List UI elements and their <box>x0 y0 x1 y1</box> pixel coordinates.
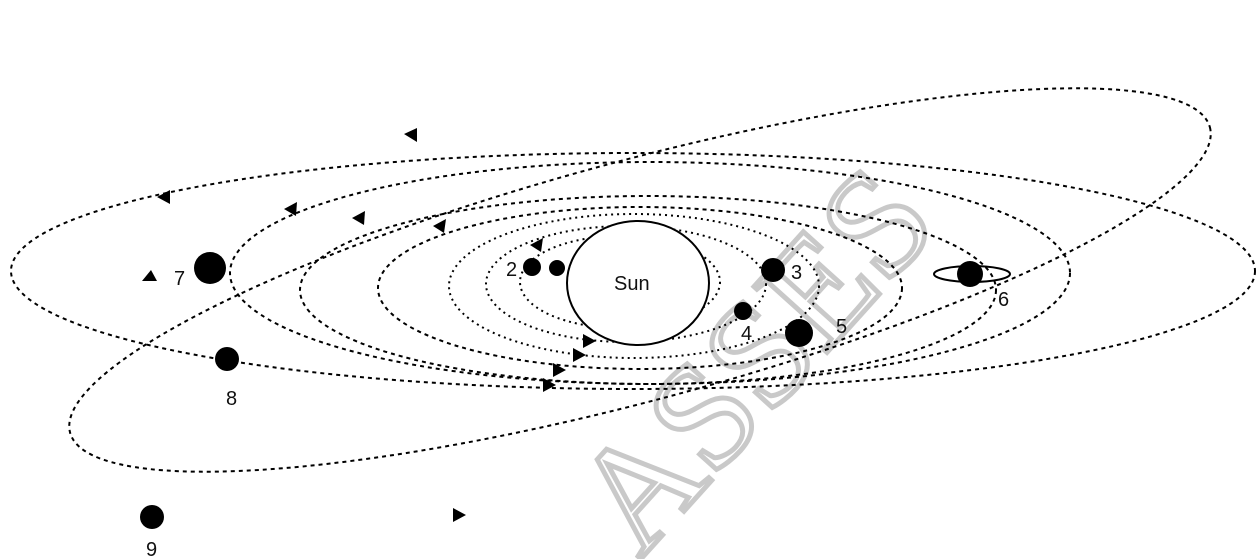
label-planet-6: 6 <box>998 289 1009 311</box>
arrow-right <box>553 363 566 377</box>
orbit-3 <box>448 213 820 359</box>
orbit-4 <box>377 206 903 370</box>
planet-7 <box>194 252 226 284</box>
arrow-left <box>530 238 543 252</box>
arrow-left <box>404 128 417 142</box>
planet-5 <box>785 319 813 347</box>
arrow-left <box>284 202 297 216</box>
arrow-right <box>583 334 596 348</box>
arrow-down-left <box>142 270 157 281</box>
arrow-left <box>157 190 170 204</box>
planet-1 <box>549 260 565 276</box>
label-planet-3: 3 <box>791 262 802 284</box>
arrow-left <box>352 211 365 225</box>
arrow-right <box>453 508 466 522</box>
planet-8 <box>215 347 239 371</box>
planet-9 <box>140 505 164 529</box>
planet-4 <box>734 302 752 320</box>
orbit-8 <box>68 87 1212 473</box>
planet-6 <box>957 261 983 287</box>
label-planet-7: 7 <box>174 268 185 290</box>
planet-2 <box>523 258 541 276</box>
planet-labels: 2 3 4 5 6 7 8 9 <box>146 259 1009 559</box>
label-planet-4: 4 <box>741 323 752 345</box>
label-planet-5: 5 <box>836 316 847 338</box>
planets <box>140 252 1011 529</box>
arrow-right <box>543 378 556 392</box>
orbit-5 <box>299 195 997 385</box>
sun-label: Sun <box>614 273 650 295</box>
arrow-left <box>433 219 446 233</box>
planet-3 <box>761 258 785 282</box>
label-planet-8: 8 <box>226 388 237 410</box>
orbit-7 <box>10 152 1256 390</box>
arrow-right <box>573 348 586 362</box>
sun <box>566 220 710 346</box>
orbit-6 <box>229 161 1071 385</box>
label-planet-2: 2 <box>506 259 517 281</box>
direction-arrows <box>142 128 596 522</box>
label-planet-9: 9 <box>146 539 157 559</box>
